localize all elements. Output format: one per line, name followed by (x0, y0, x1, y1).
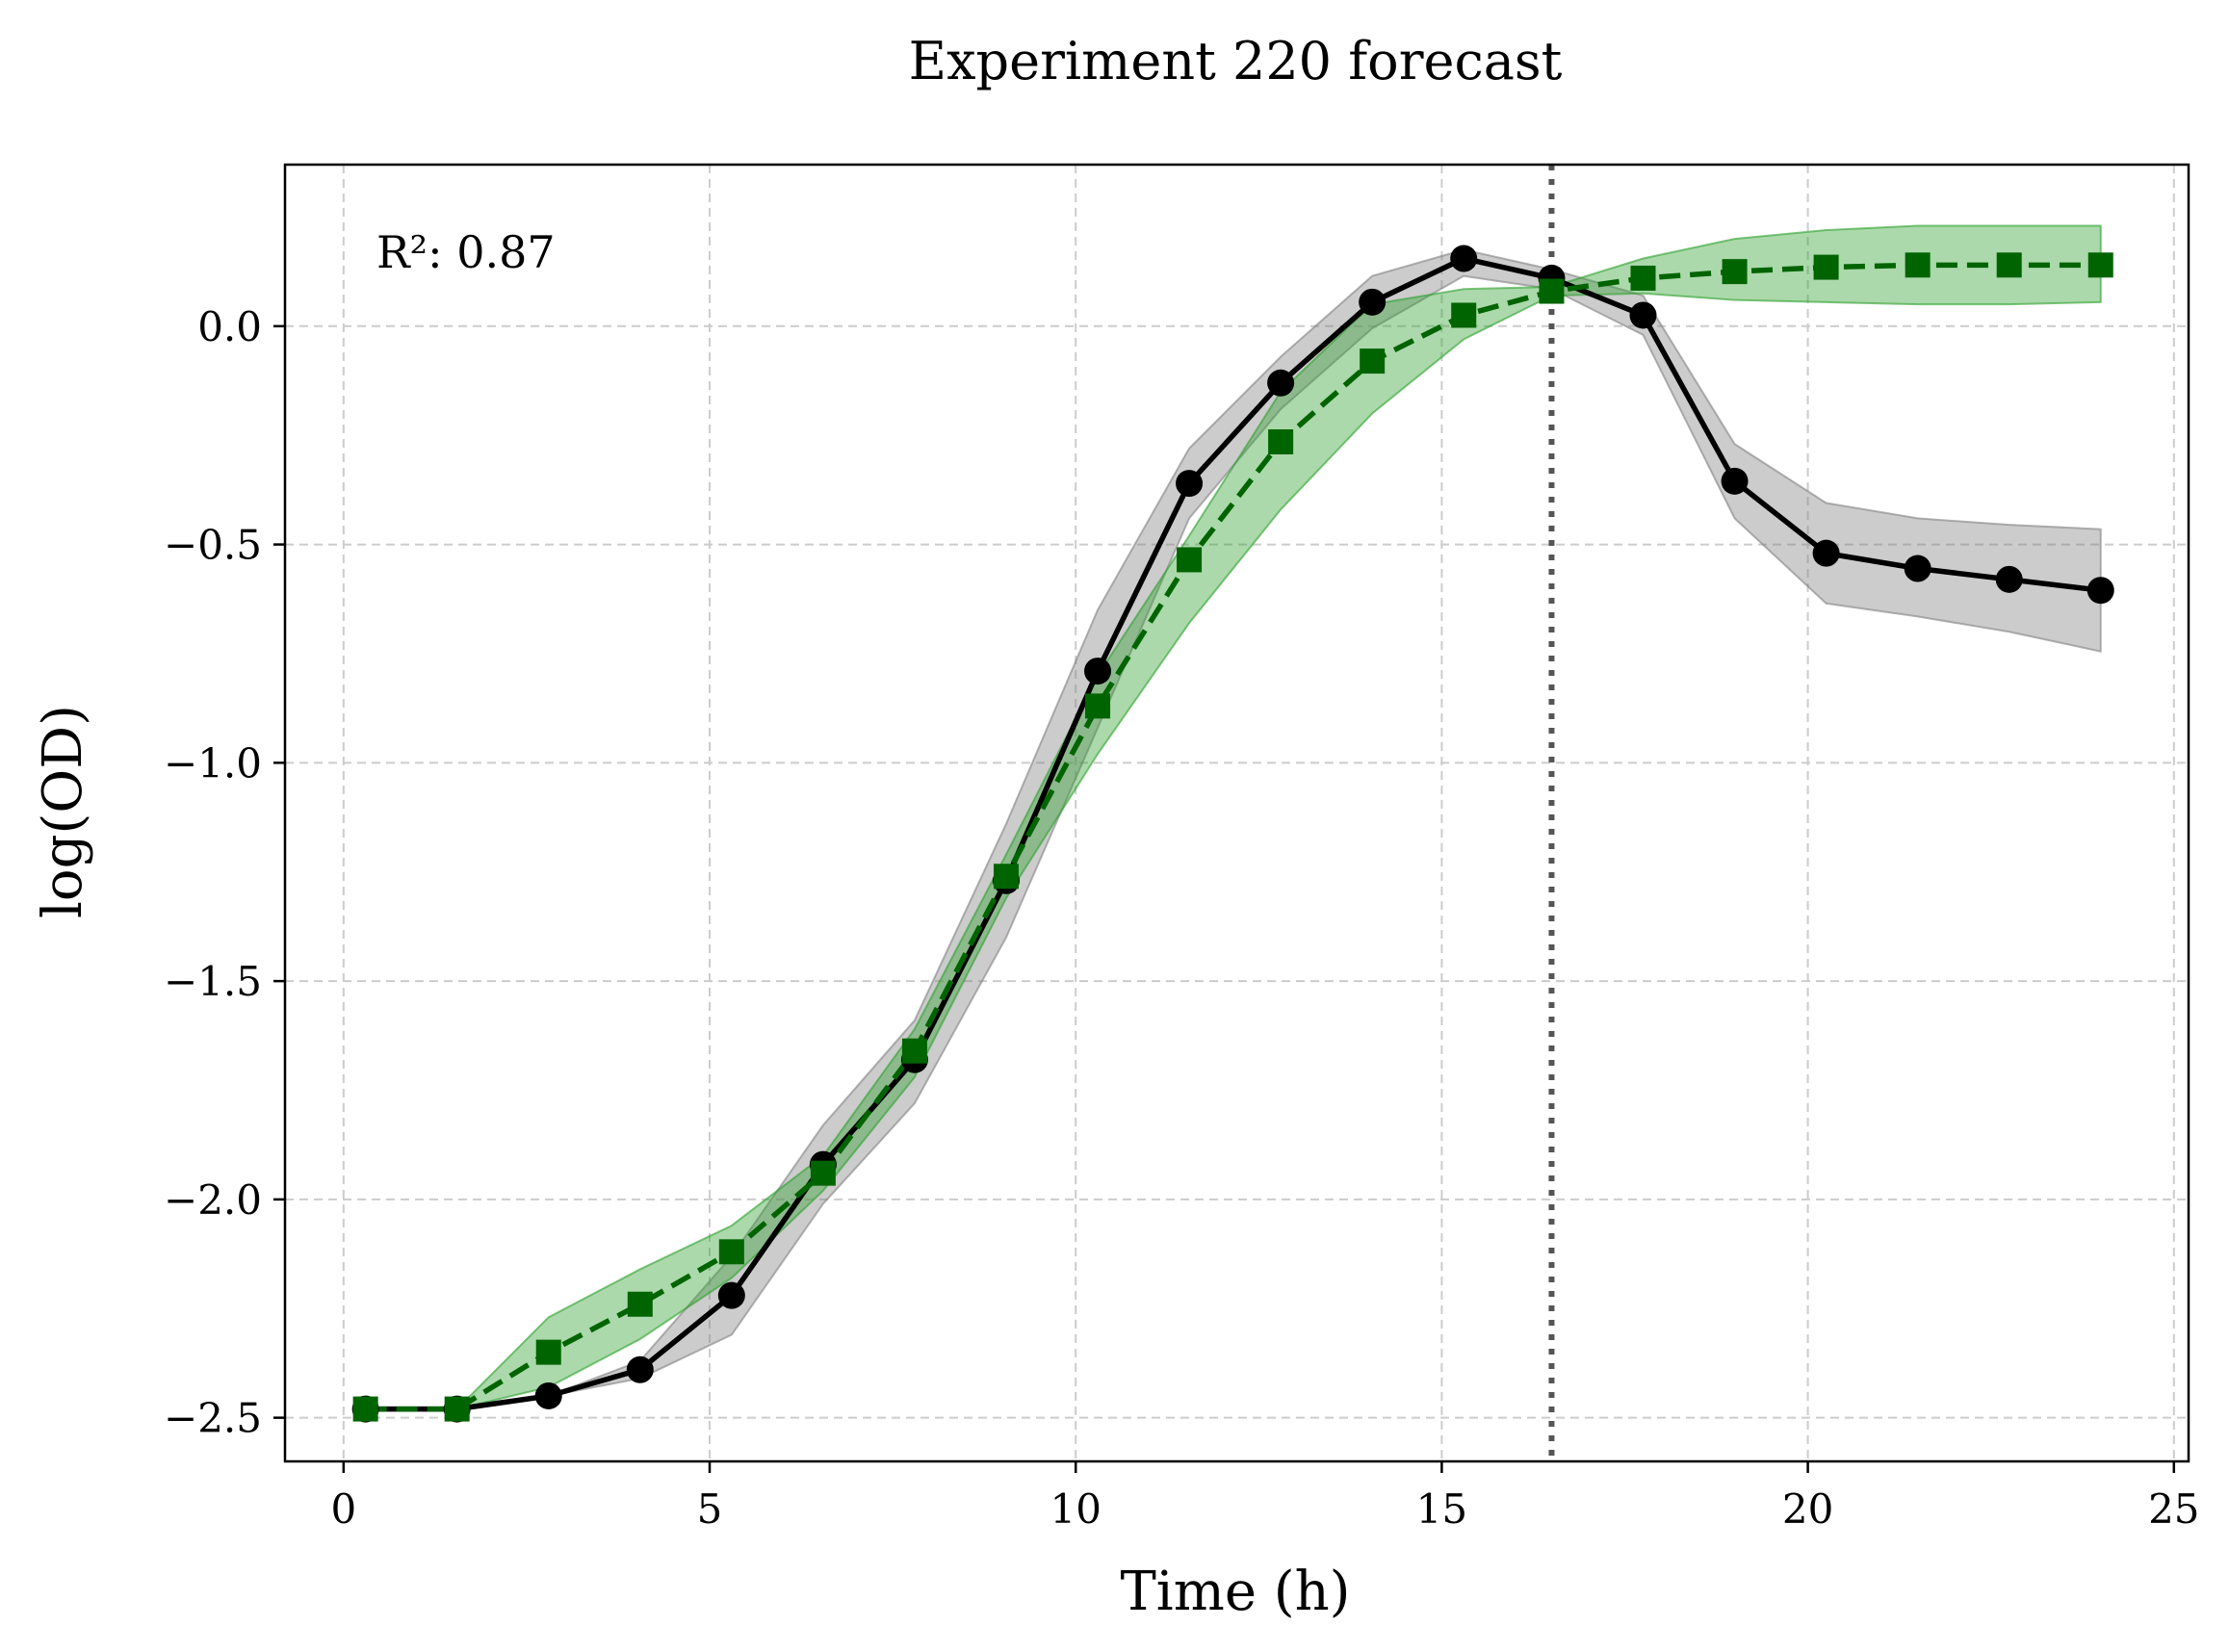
x-tick-label: 0 (330, 1485, 356, 1533)
confidence-bands (365, 224, 2102, 1410)
series-1-point (718, 1239, 744, 1265)
series-0-point (1084, 658, 1112, 685)
series-0-point (1904, 555, 1931, 582)
r-squared-annotation: R²: 0.87 (376, 226, 556, 278)
series-0-point (1450, 245, 1478, 272)
series-0-point (534, 1381, 562, 1409)
chart-title: Experiment 220 forecast (909, 31, 1563, 91)
series-0-point (1629, 301, 1657, 329)
series-0-band (365, 248, 2102, 1410)
x-axis-label: Time (h) (1120, 1561, 1350, 1623)
series-0-point (1267, 369, 1295, 397)
y-tick-label: −1.5 (164, 958, 262, 1005)
series-1-point (1630, 265, 1656, 291)
series-1-point (627, 1291, 653, 1317)
series-1-point (1539, 278, 1565, 304)
series-1-point (352, 1396, 378, 1422)
x-tick-label: 25 (2148, 1485, 2199, 1533)
series-0-point (1176, 470, 1204, 498)
series-1-point (1177, 547, 1203, 573)
grid-lines (285, 165, 2189, 1461)
series-0-point (717, 1281, 745, 1309)
x-tick-label: 10 (1050, 1485, 1101, 1533)
series-1-point (1268, 428, 1294, 454)
series-1-point (2087, 252, 2113, 278)
series-1-line (365, 262, 2101, 1412)
y-axis-label: log(OD) (32, 705, 94, 918)
x-tick-label: 5 (697, 1485, 723, 1533)
series-1-point (1360, 348, 1386, 374)
y-tick-label: −1.0 (164, 739, 262, 787)
series-1-point (535, 1339, 561, 1365)
series-1-point (810, 1160, 836, 1186)
series-0-point (1721, 467, 1749, 495)
series-0-line (365, 255, 2102, 1412)
series-1-point (1722, 259, 1748, 285)
series-1-point (444, 1396, 470, 1422)
series-1-point (901, 1038, 927, 1064)
y-tick-label: 0.0 (197, 303, 262, 350)
series-0-point (2086, 577, 2114, 605)
series-1-point (993, 864, 1019, 890)
plot-frame (283, 163, 2190, 1463)
series-1-point (1085, 693, 1111, 719)
series-0-point (1359, 288, 1387, 316)
y-tick-label: −2.5 (164, 1395, 262, 1442)
series-1-point (1451, 302, 1477, 328)
series-1-point (1813, 254, 1839, 280)
x-tick-label: 15 (1416, 1485, 1467, 1533)
series-0-point (1812, 539, 1840, 567)
series-1-point (1905, 252, 1931, 278)
series-1-point (1996, 252, 2022, 278)
x-tick-label: 20 (1782, 1485, 1833, 1533)
axis-ticks: 0 5 10 15 20 25 −2.5 −2.0 −1.5 −1.0 −0.5 0.0 (164, 303, 2200, 1533)
y-tick-label: −2.0 (164, 1176, 262, 1224)
series-markers (351, 245, 2114, 1423)
series-0-point (1995, 565, 2023, 593)
series-lines (365, 255, 2102, 1412)
series-0-point (626, 1355, 654, 1383)
y-tick-label: −0.5 (164, 522, 262, 569)
